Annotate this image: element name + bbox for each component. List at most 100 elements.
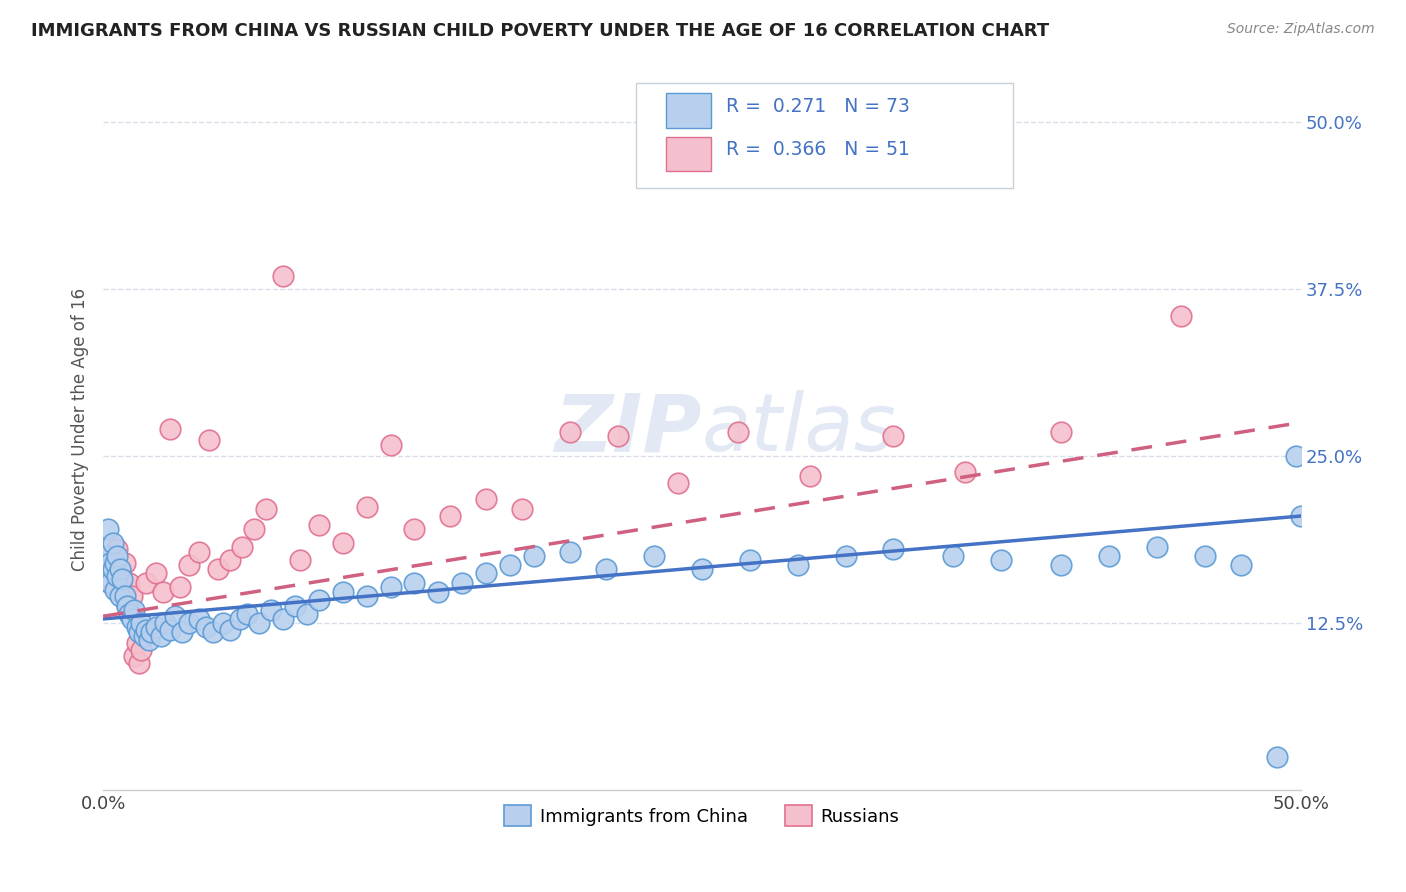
Point bbox=[799, 469, 821, 483]
Point bbox=[1098, 549, 1121, 563]
Point bbox=[114, 589, 136, 603]
Point bbox=[101, 549, 124, 563]
FancyBboxPatch shape bbox=[666, 94, 711, 128]
Point bbox=[295, 607, 318, 621]
Text: atlas: atlas bbox=[702, 390, 897, 468]
Point bbox=[169, 580, 191, 594]
Point bbox=[510, 502, 533, 516]
Point bbox=[107, 569, 129, 583]
Point bbox=[98, 562, 121, 576]
Point bbox=[607, 429, 630, 443]
Point bbox=[1146, 540, 1168, 554]
Point bbox=[332, 535, 354, 549]
Point bbox=[131, 642, 153, 657]
FancyBboxPatch shape bbox=[666, 136, 711, 171]
Point bbox=[97, 523, 120, 537]
Point bbox=[149, 629, 172, 643]
Text: R =  0.271   N = 73: R = 0.271 N = 73 bbox=[725, 97, 910, 116]
Point bbox=[97, 569, 120, 583]
Text: R =  0.366   N = 51: R = 0.366 N = 51 bbox=[725, 140, 910, 159]
Point bbox=[727, 425, 749, 439]
Point bbox=[139, 625, 162, 640]
Point bbox=[523, 549, 546, 563]
Point bbox=[159, 422, 181, 436]
Point bbox=[135, 575, 157, 590]
Point bbox=[1050, 425, 1073, 439]
Point bbox=[236, 607, 259, 621]
Point bbox=[118, 607, 141, 621]
Point bbox=[202, 625, 225, 640]
Point bbox=[121, 589, 143, 603]
Point bbox=[122, 602, 145, 616]
Point bbox=[955, 465, 977, 479]
Point bbox=[595, 562, 617, 576]
Point bbox=[247, 615, 270, 630]
Point bbox=[98, 556, 121, 570]
Point bbox=[1265, 749, 1288, 764]
Point bbox=[560, 545, 582, 559]
Point bbox=[138, 633, 160, 648]
Point bbox=[187, 545, 209, 559]
Point bbox=[98, 575, 121, 590]
Point bbox=[666, 475, 689, 490]
Point bbox=[115, 599, 138, 613]
Point bbox=[356, 589, 378, 603]
Point bbox=[1229, 558, 1251, 573]
Point bbox=[231, 540, 253, 554]
Point bbox=[125, 620, 148, 634]
Text: IMMIGRANTS FROM CHINA VS RUSSIAN CHILD POVERTY UNDER THE AGE OF 16 CORRELATION C: IMMIGRANTS FROM CHINA VS RUSSIAN CHILD P… bbox=[31, 22, 1049, 40]
Point bbox=[101, 535, 124, 549]
Point bbox=[643, 549, 665, 563]
Point bbox=[499, 558, 522, 573]
Point bbox=[271, 612, 294, 626]
Point bbox=[159, 623, 181, 637]
Point bbox=[228, 612, 250, 626]
Point bbox=[179, 558, 201, 573]
Point bbox=[132, 629, 155, 643]
Legend: Immigrants from China, Russians: Immigrants from China, Russians bbox=[495, 796, 908, 835]
Point bbox=[690, 562, 713, 576]
Point bbox=[179, 615, 201, 630]
Point bbox=[1285, 449, 1308, 463]
Point bbox=[380, 580, 402, 594]
Point bbox=[104, 569, 127, 583]
Point bbox=[197, 433, 219, 447]
Point bbox=[101, 562, 124, 576]
Point bbox=[104, 582, 127, 597]
Point bbox=[155, 615, 177, 630]
Point bbox=[475, 566, 498, 581]
Point bbox=[271, 268, 294, 283]
Point bbox=[107, 575, 129, 590]
Point bbox=[243, 523, 266, 537]
Point bbox=[212, 615, 235, 630]
Point bbox=[1050, 558, 1073, 573]
Point bbox=[308, 593, 330, 607]
Point bbox=[172, 625, 194, 640]
Point bbox=[139, 623, 162, 637]
Point bbox=[108, 589, 131, 603]
Point bbox=[121, 612, 143, 626]
Point bbox=[187, 612, 209, 626]
Point bbox=[260, 602, 283, 616]
Point bbox=[111, 572, 134, 586]
Point bbox=[560, 425, 582, 439]
Point bbox=[990, 553, 1012, 567]
Point bbox=[145, 566, 167, 581]
Point bbox=[786, 558, 808, 573]
Point bbox=[254, 502, 277, 516]
Point bbox=[404, 523, 426, 537]
Point bbox=[128, 656, 150, 670]
Point bbox=[451, 575, 474, 590]
Point bbox=[207, 562, 229, 576]
Point bbox=[111, 582, 134, 597]
Point bbox=[882, 429, 904, 443]
Point bbox=[94, 569, 117, 583]
Point bbox=[380, 438, 402, 452]
Point bbox=[108, 562, 131, 576]
Point bbox=[107, 549, 129, 563]
Point bbox=[219, 623, 242, 637]
Point bbox=[1170, 309, 1192, 323]
Point bbox=[1194, 549, 1216, 563]
Y-axis label: Child Poverty Under the Age of 16: Child Poverty Under the Age of 16 bbox=[72, 287, 89, 571]
Point bbox=[288, 553, 311, 567]
